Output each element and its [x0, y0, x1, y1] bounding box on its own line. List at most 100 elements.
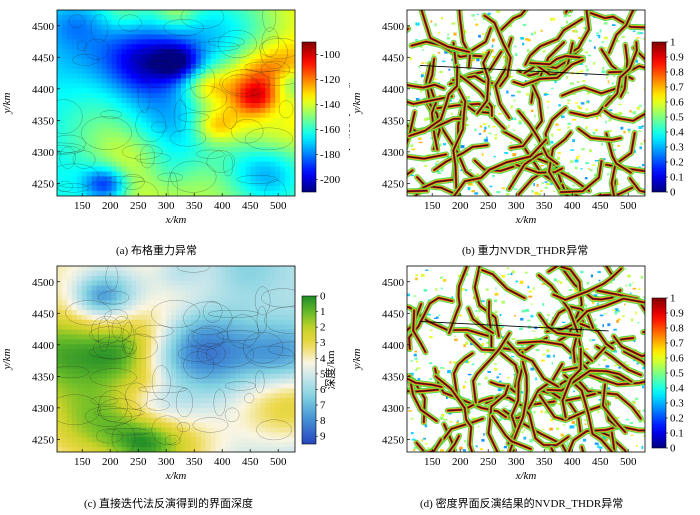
x-tick-label-d-3: 300 [508, 456, 525, 468]
y-tick-label-d-5: 4250 [382, 434, 405, 446]
colorbar-tick-label-d-9: 0.1 [670, 428, 684, 440]
colorbar-tick-label-c-4: 4 [320, 353, 326, 365]
colorbar-tick-label-b-2: 0.8 [670, 67, 684, 79]
x-tick-label-c-4: 350 [186, 456, 203, 468]
colorbar-tick-label-c-0: 0 [320, 291, 326, 303]
y-tick-label-c-2: 4400 [32, 340, 55, 352]
caption-a: (a) 布格重力异常 [116, 245, 197, 257]
y-tick-label-a-5: 4250 [32, 178, 55, 190]
colorbar-tick-label-b-1: 0.9 [670, 52, 684, 64]
plot-frame-a [56, 9, 296, 197]
y-tick-label-b-5: 4250 [382, 178, 405, 190]
y-tick-label-c-3: 4350 [32, 371, 55, 383]
colorbar-tick-label-b-5: 0.5 [670, 112, 684, 124]
colorbar-tick-label-d-4: 0.6 [670, 353, 684, 365]
colorbar-d [651, 297, 667, 449]
x-tick-label-a-6: 450 [242, 200, 259, 212]
colorbar-tick-label-c-9: 9 [320, 431, 326, 443]
x-tick-label-b-7: 500 [620, 200, 637, 212]
x-tick-label-b-0: 150 [424, 200, 441, 212]
x-axis-label-a: x/km [165, 214, 187, 226]
heatmap-a [57, 10, 295, 196]
plot-frame-c [56, 265, 296, 453]
colorbar-tick-label-a-2: -140 [320, 99, 341, 111]
colorbar-tick-label-b-10: 0 [670, 187, 676, 199]
x-axis-label-c: x/km [165, 470, 187, 482]
colorbar-tick-label-d-3: 0.7 [670, 338, 684, 350]
colorbar-tick-label-a-1: -120 [320, 74, 341, 86]
x-tick-label-a-5: 400 [214, 200, 231, 212]
x-tick-label-b-1: 200 [452, 200, 469, 212]
panel-d-density-interface-nvdr-thdr: 150 200 250 300 350 400 450 500 4500 4450 4400 4350… [351, 265, 684, 482]
colorbar-tick-label-b-6: 0.4 [670, 127, 684, 139]
profile-line-d [419, 321, 609, 332]
y-axis-label-a: y/km [1, 93, 13, 115]
y-tick-label-b-2: 4400 [382, 84, 405, 96]
colorbar-tick-label-d-5: 0.5 [670, 368, 684, 380]
caption-c: (c) 直接迭代法反演得到的界面深度 [84, 498, 253, 510]
y-tick-label-b-4: 4300 [382, 147, 405, 159]
profile-line-b [419, 65, 609, 76]
y-tick-label-c-5: 4250 [32, 434, 55, 446]
heatmap-b [407, 10, 645, 196]
x-tick-label-b-6: 450 [592, 200, 609, 212]
colorbar-tick-label-c-6: 6 [320, 384, 326, 396]
x-tick-label-c-2: 250 [130, 456, 147, 468]
colorbar-tick-label-c-1: 1 [320, 306, 326, 318]
y-tick-label-c-0: 4500 [32, 277, 55, 289]
x-tick-label-a-3: 300 [158, 200, 175, 212]
x-tick-label-a-0: 150 [74, 200, 91, 212]
colorbar-tick-label-d-8: 0.2 [670, 413, 684, 425]
x-tick-label-a-4: 350 [186, 200, 203, 212]
y-tick-label-b-1: 4450 [382, 52, 405, 64]
heatmap-d [407, 266, 645, 452]
y-tick-label-c-1: 4450 [32, 308, 55, 320]
panel-b-gravity-nvdr-thdr: 150 200 250 300 350 400 450 500 4500 4450 4400 4350… [351, 9, 684, 226]
y-tick-label-d-4: 4300 [382, 403, 405, 415]
colorbar-tick-label-d-7: 0.3 [670, 398, 684, 410]
x-tick-label-d-0: 150 [424, 456, 441, 468]
x-tick-label-c-7: 500 [270, 456, 287, 468]
plot-frame-b [406, 9, 646, 197]
y-tick-label-a-4: 4300 [32, 147, 55, 159]
colorbar-tick-label-d-2: 0.8 [670, 323, 684, 335]
heatmap-c [57, 266, 295, 452]
x-tick-label-b-3: 300 [508, 200, 525, 212]
colorbar-tick-label-b-0: 1 [670, 37, 676, 49]
y-axis-label-b: y/km [351, 93, 363, 115]
x-tick-label-c-0: 150 [74, 456, 91, 468]
y-tick-label-a-3: 4350 [32, 115, 55, 127]
y-tick-label-d-3: 4350 [382, 371, 405, 383]
y-axis-label-d: y/km [351, 349, 363, 371]
colorbar-tick-label-a-4: -180 [320, 149, 341, 161]
panel-a-bouguer-gravity: 150 200 250 300 350 400 450 500 4500 4450 4400 4350… [1, 9, 350, 226]
colorbar-label-a: Δg/(10⁻⁵ m·s⁻²) [347, 81, 350, 153]
colorbar-tick-label-d-10: 0 [670, 443, 676, 455]
x-tick-label-c-3: 300 [158, 456, 175, 468]
y-tick-label-d-2: 4400 [382, 340, 405, 352]
y-tick-label-a-2: 4400 [32, 84, 55, 96]
colorbar-tick-label-c-8: 8 [320, 415, 326, 427]
colorbar-tick-label-c-3: 3 [320, 337, 326, 349]
x-tick-label-d-2: 250 [480, 456, 497, 468]
caption-d: (d) 密度界面反演结果的NVDR_THDR异常 [420, 498, 624, 510]
x-tick-label-d-1: 200 [452, 456, 469, 468]
colorbar-tick-label-d-1: 0.9 [670, 308, 684, 320]
colorbar-tick-label-b-9: 0.1 [670, 172, 684, 184]
colorbar-tick-label-a-3: -160 [320, 124, 341, 136]
x-tick-label-a-2: 250 [130, 200, 147, 212]
x-tick-label-a-1: 200 [102, 200, 119, 212]
panel-c-interface-depth: 150 200 250 300 350 400 450 5004500445044004350… [1, 265, 337, 482]
x-axis-label-b: x/km [515, 214, 537, 226]
x-tick-label-b-2: 250 [480, 200, 497, 212]
colorbar-tick-label-b-4: 0.6 [670, 97, 684, 109]
colorbar-a [301, 41, 317, 193]
x-tick-label-c-1: 200 [102, 456, 119, 468]
colorbar-tick-label-d-6: 0.4 [670, 383, 684, 395]
x-tick-label-d-5: 400 [564, 456, 581, 468]
colorbar-tick-label-c-2: 2 [320, 322, 326, 334]
colorbar-tick-label-a-0: -100 [320, 49, 341, 61]
colorbar-tick-label-b-8: 0.2 [670, 157, 684, 169]
x-tick-label-c-6: 450 [242, 456, 259, 468]
y-tick-label-b-0: 4500 [382, 21, 405, 33]
